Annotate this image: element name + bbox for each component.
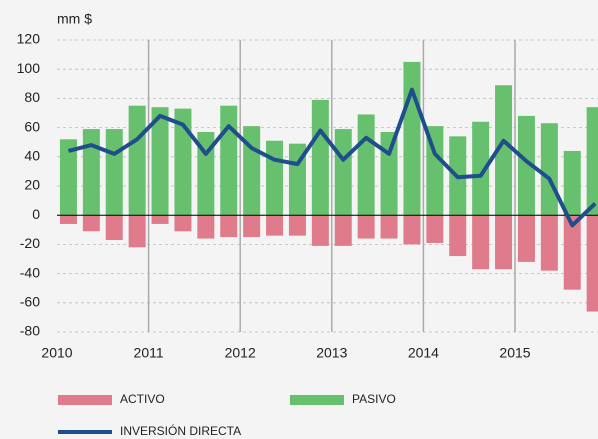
bar <box>334 129 352 216</box>
x-tick-label: 2015 <box>499 345 530 361</box>
bar <box>288 215 306 236</box>
y-tick-label: 20 <box>24 177 40 193</box>
bar <box>128 105 146 216</box>
bar <box>540 215 558 271</box>
bar <box>472 121 490 216</box>
bar <box>334 215 352 246</box>
y-tick-label: 100 <box>17 60 41 76</box>
x-tick-label: 2014 <box>408 345 439 361</box>
bar <box>517 215 535 262</box>
bar <box>563 215 581 290</box>
bar <box>128 215 146 248</box>
bar <box>311 215 329 246</box>
x-tick-label: 2010 <box>41 345 72 361</box>
bar <box>105 215 123 241</box>
bar <box>563 150 581 216</box>
bar <box>380 215 398 239</box>
legend-label: ACTIVO <box>120 392 165 406</box>
legend-label: PASIVO <box>352 392 396 406</box>
bar <box>495 85 513 216</box>
bar <box>472 215 490 270</box>
bar <box>174 108 192 216</box>
bar <box>266 215 284 236</box>
bar <box>266 140 284 216</box>
bar <box>403 215 421 245</box>
legend-swatch <box>290 395 344 405</box>
bar <box>59 139 77 216</box>
bar <box>357 114 375 216</box>
bar <box>403 61 421 216</box>
y-tick-label: 80 <box>24 89 40 105</box>
y-tick-label: -80 <box>20 323 40 339</box>
bar <box>220 105 238 216</box>
bar <box>540 123 558 216</box>
bar <box>197 131 215 216</box>
y-tick-label: -20 <box>20 235 40 251</box>
y-tick-label: 60 <box>24 118 40 134</box>
bar <box>197 215 215 239</box>
bar <box>243 126 261 216</box>
bar <box>586 107 598 216</box>
y-tick-label: 120 <box>17 31 41 47</box>
bar <box>586 215 598 312</box>
bar <box>151 107 169 216</box>
bar <box>311 99 329 216</box>
bar <box>449 215 467 257</box>
bar <box>495 215 513 270</box>
bar <box>517 115 535 216</box>
legend-swatch <box>58 395 112 405</box>
y-tick-label: -60 <box>20 294 40 310</box>
unit-label: mm $ <box>57 11 92 27</box>
bar <box>105 129 123 216</box>
y-tick-label: 40 <box>24 148 40 164</box>
x-tick-label: 2011 <box>134 345 164 361</box>
bar <box>82 129 100 216</box>
x-tick-label: 2013 <box>316 345 347 361</box>
bar <box>59 215 77 224</box>
bar <box>220 215 238 238</box>
bar <box>82 215 100 232</box>
y-tick-label: 0 <box>32 206 40 222</box>
bar <box>426 126 444 216</box>
bar <box>174 215 192 232</box>
bar <box>426 215 444 243</box>
bar <box>243 215 261 238</box>
bar <box>357 215 375 239</box>
bar <box>151 215 169 224</box>
line <box>67 87 597 228</box>
y-tick-label: -40 <box>20 264 40 280</box>
x-tick-label: 2012 <box>225 345 256 361</box>
bar <box>380 131 398 216</box>
legend-label: INVERSIÓN DIRECTA <box>120 423 241 438</box>
